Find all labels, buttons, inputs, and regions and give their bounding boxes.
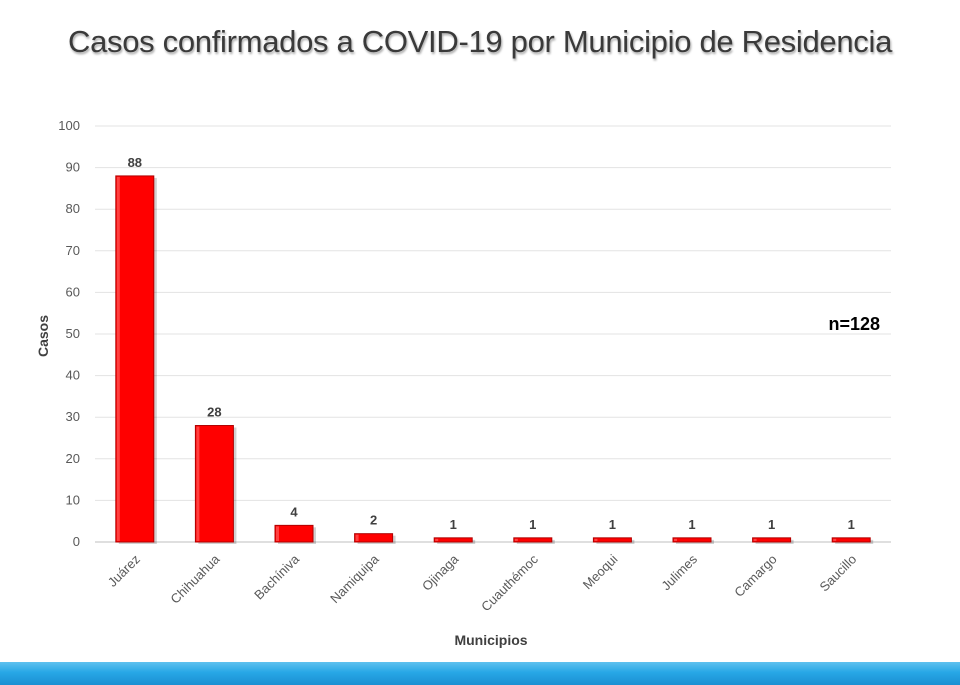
bar-highlight (196, 426, 200, 541)
data-label: 1 (688, 517, 695, 532)
bar-highlight (594, 538, 598, 541)
x-tick-label: Meoqui (580, 551, 621, 592)
sample-size-annotation: n=128 (828, 314, 880, 334)
data-label: 1 (529, 517, 536, 532)
y-tick-label: 0 (73, 534, 80, 549)
y-tick-labels: 0 10 20 30 40 50 60 70 80 90 100 (58, 118, 80, 549)
data-labels: 88 28 4 2 1 1 1 1 1 1 (128, 155, 855, 532)
y-tick-label: 60 (66, 284, 80, 299)
y-tick-label: 90 (66, 160, 80, 175)
data-label: 28 (207, 405, 221, 420)
bar-highlight (276, 526, 279, 541)
bar (831, 537, 871, 543)
bar (115, 175, 155, 543)
bar-highlight (116, 176, 120, 542)
bar (513, 537, 553, 543)
bar (194, 425, 234, 543)
y-tick-label: 100 (58, 118, 80, 133)
x-tick-label: Juárez (105, 552, 143, 590)
bar-chart: 0 10 20 30 40 50 60 70 80 90 100 Juárez Chihuahua Ba… (35, 118, 891, 648)
bar (274, 524, 314, 543)
x-tick-label: Bachíniva (251, 551, 303, 603)
x-tick-label: Camargo (731, 552, 779, 600)
y-axis-title: Casos (35, 315, 51, 357)
x-tick-labels: Juárez Chihuahua Bachíniva Namiquipa Ojinaga… (105, 551, 860, 614)
y-tick-label: 50 (66, 326, 80, 341)
data-label: 1 (848, 517, 855, 532)
bars (115, 175, 874, 545)
bar (592, 537, 632, 543)
y-tick-label: 20 (66, 451, 80, 466)
x-tick-label: Ojinaga (419, 551, 462, 594)
bar (672, 537, 712, 543)
bar-highlight (355, 534, 359, 541)
data-label: 4 (290, 504, 298, 519)
bar-highlight (833, 538, 837, 541)
y-tick-label: 30 (66, 409, 80, 424)
x-tick-label: Chihuahua (167, 551, 223, 607)
data-label: 1 (768, 517, 775, 532)
bar (752, 537, 792, 543)
data-label: 1 (450, 517, 457, 532)
x-tick-label: Namiquipa (327, 551, 382, 606)
x-tick-label: Saucillo (817, 552, 860, 595)
y-tick-label: 10 (66, 492, 80, 507)
bar (433, 537, 473, 543)
y-tick-label: 80 (66, 201, 80, 216)
data-label: 88 (128, 155, 142, 170)
x-tick-label: Cuauthémoc (478, 551, 541, 614)
slide-title: Casos confirmados a COVID-19 por Municip… (67, 24, 893, 59)
x-tick-label: Julimes (658, 551, 700, 593)
bar-highlight (435, 538, 439, 541)
x-axis-title: Municipios (454, 632, 527, 648)
data-label: 2 (370, 513, 377, 528)
data-label: 1 (609, 517, 616, 532)
bar (354, 533, 394, 543)
footer-band (0, 662, 960, 685)
y-tick-label: 40 (66, 368, 80, 383)
bar-highlight (674, 538, 677, 541)
bar-highlight (753, 538, 757, 541)
y-tick-label: 70 (66, 243, 80, 258)
bar-highlight (514, 538, 518, 541)
